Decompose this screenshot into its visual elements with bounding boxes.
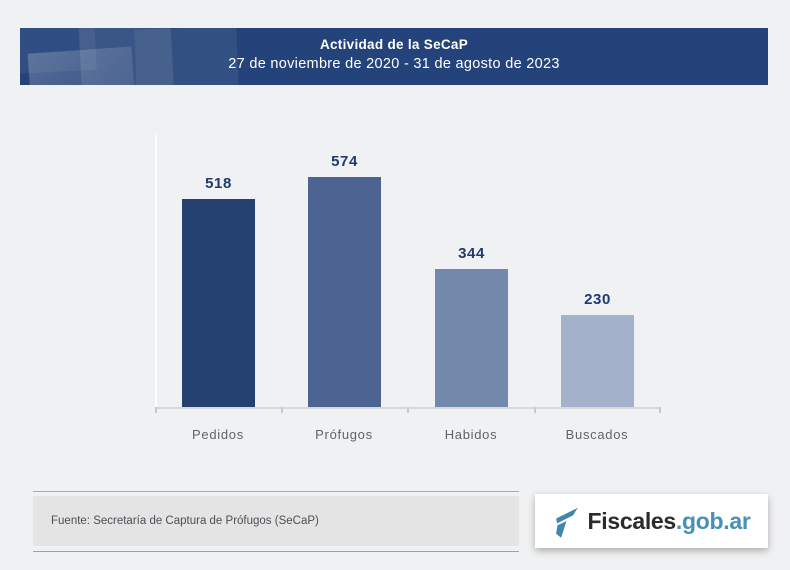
divider-line	[33, 551, 519, 552]
logo-brand: Fiscales	[587, 507, 677, 534]
x-axis-label-habidos: Habidos	[444, 427, 498, 442]
divider-line	[33, 491, 519, 492]
axis-tick	[534, 407, 536, 413]
bar-column-habidos: 344	[435, 135, 508, 407]
source-text: Fuente: Secretaría de Captura de Prófugo…	[51, 515, 319, 527]
logo-text: Fiscales.gob.ar	[588, 508, 751, 535]
bar-value-label: 230	[584, 291, 611, 308]
y-axis-line	[155, 135, 157, 408]
x-axis-label-buscados: Buscados	[565, 427, 629, 442]
axis-tick	[281, 407, 283, 413]
x-axis-label-profugos: Prófugos	[315, 427, 373, 442]
bar-column-buscados: 230	[561, 135, 634, 407]
axis-tick	[155, 407, 157, 413]
bar-habidos	[435, 269, 508, 407]
fiscales-flag-f-icon	[555, 507, 578, 538]
bar-buscados	[561, 315, 634, 407]
chart-date-range: 27 de noviembre de 2020 - 31 de agosto d…	[228, 56, 560, 72]
chart-title: Actividad de la SeCaP	[319, 37, 469, 52]
fiscales-logo[interactable]: Fiscales.gob.ar	[535, 494, 768, 548]
bar-column-profugos: 574	[308, 135, 381, 407]
header-banner: Actividad de la SeCaP 27 de noviembre de…	[20, 28, 768, 85]
x-axis-label-pedidos: Pedidos	[192, 427, 244, 442]
bar-value-label: 574	[331, 153, 358, 170]
bar-pedidos	[182, 199, 255, 407]
banner-text: Actividad de la SeCaP 27 de noviembre de…	[20, 37, 768, 72]
bar-value-label: 518	[205, 175, 232, 192]
axis-tick	[407, 407, 409, 413]
logo-suffix: .gob.ar	[675, 507, 751, 534]
bar-column-pedidos: 518	[182, 135, 255, 407]
bar-value-label: 344	[458, 245, 485, 262]
bar-profugos	[308, 177, 381, 407]
source-box: Fuente: Secretaría de Captura de Prófugo…	[33, 496, 519, 546]
axis-tick	[659, 407, 661, 413]
